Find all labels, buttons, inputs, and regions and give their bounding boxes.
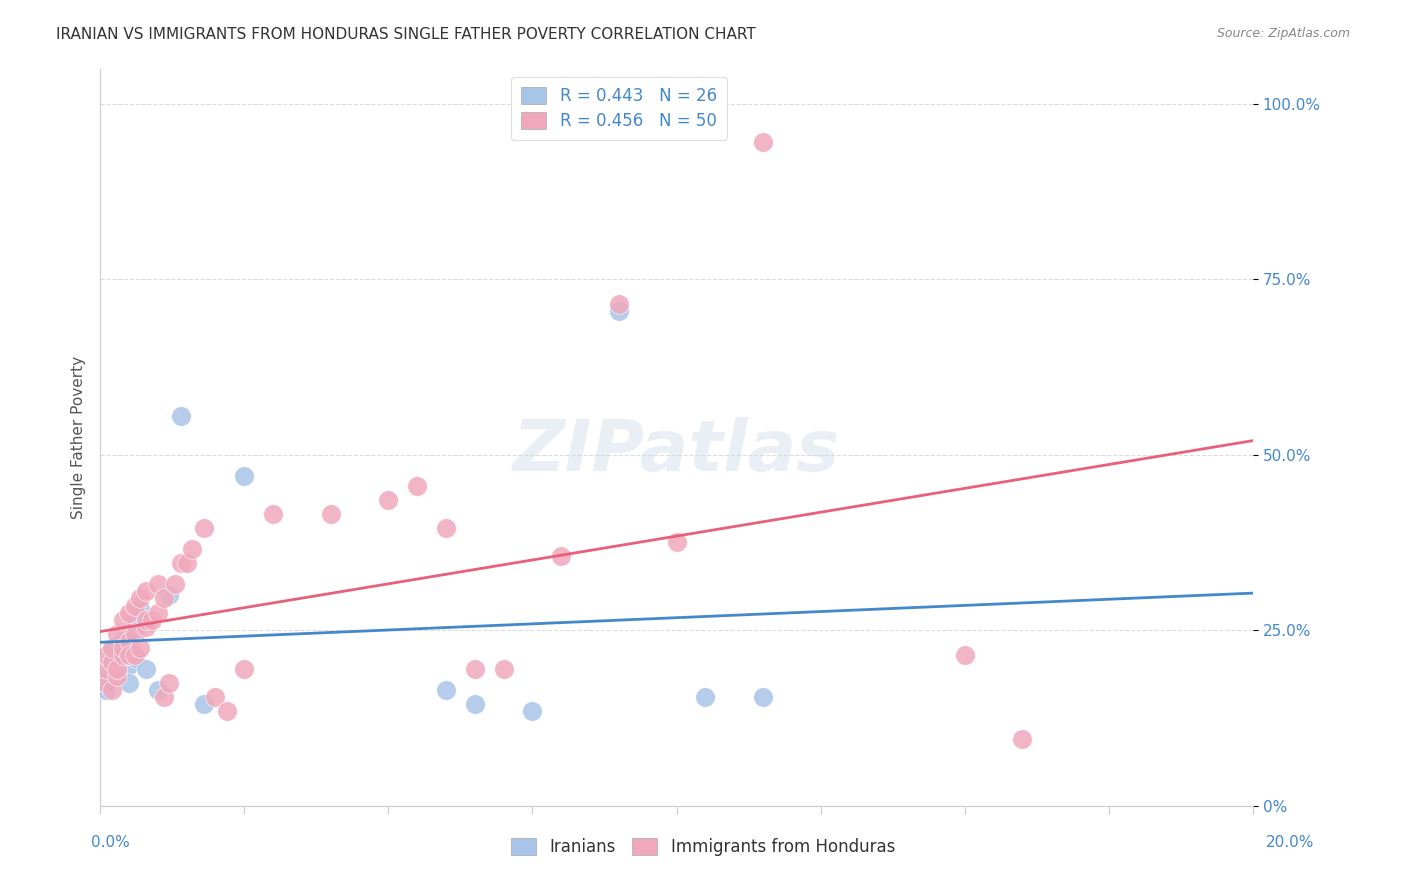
Legend: R = 0.443   N = 26, R = 0.456   N = 50: R = 0.443 N = 26, R = 0.456 N = 50 <box>512 77 727 140</box>
Point <box>953 648 976 662</box>
Point <box>129 640 152 655</box>
Point <box>107 651 129 665</box>
Point <box>176 557 198 571</box>
Legend: Iranians, Immigrants from Honduras: Iranians, Immigrants from Honduras <box>501 828 905 866</box>
Point <box>665 535 688 549</box>
Point <box>492 662 515 676</box>
Point <box>319 508 342 522</box>
Point <box>124 648 146 662</box>
Point <box>406 479 429 493</box>
Point <box>181 542 204 557</box>
Point <box>112 648 135 662</box>
Point <box>100 640 122 655</box>
Point <box>193 697 215 711</box>
Point <box>94 669 117 683</box>
Point <box>100 662 122 676</box>
Point <box>129 602 152 616</box>
Point <box>464 662 486 676</box>
Point <box>118 606 141 620</box>
Point <box>135 662 157 676</box>
Point <box>112 613 135 627</box>
Point <box>607 303 630 318</box>
Point <box>752 690 775 704</box>
Point <box>124 626 146 640</box>
Point <box>107 662 129 676</box>
Point <box>152 690 174 704</box>
Point <box>165 577 187 591</box>
Point <box>695 690 717 704</box>
Text: IRANIAN VS IMMIGRANTS FROM HONDURAS SINGLE FATHER POVERTY CORRELATION CHART: IRANIAN VS IMMIGRANTS FROM HONDURAS SING… <box>56 27 756 42</box>
Point <box>118 658 141 673</box>
Point <box>152 591 174 606</box>
Point <box>107 669 129 683</box>
Point <box>233 662 256 676</box>
Point <box>135 619 157 633</box>
Point <box>94 648 117 662</box>
Point <box>607 296 630 310</box>
Point <box>377 493 399 508</box>
Point <box>135 584 157 599</box>
Point <box>100 648 122 662</box>
Point <box>124 626 146 640</box>
Point <box>215 704 238 718</box>
Y-axis label: Single Father Poverty: Single Father Poverty <box>72 356 86 518</box>
Point <box>146 682 169 697</box>
Point <box>233 468 256 483</box>
Point <box>100 682 122 697</box>
Point <box>262 508 284 522</box>
Point <box>141 613 163 627</box>
Point <box>107 669 129 683</box>
Point <box>118 633 141 648</box>
Text: 0.0%: 0.0% <box>91 836 131 850</box>
Point <box>124 599 146 613</box>
Point <box>204 690 226 704</box>
Point <box>112 640 135 655</box>
Point <box>464 697 486 711</box>
Point <box>94 675 117 690</box>
Point <box>107 626 129 640</box>
Point <box>157 588 180 602</box>
Point <box>124 651 146 665</box>
Point <box>94 662 117 676</box>
Point <box>94 682 117 697</box>
Point <box>193 521 215 535</box>
Point <box>522 704 544 718</box>
Text: ZIPatlas: ZIPatlas <box>513 417 841 486</box>
Point <box>1011 731 1033 746</box>
Point <box>124 613 146 627</box>
Text: 20.0%: 20.0% <box>1267 836 1315 850</box>
Point <box>146 606 169 620</box>
Point <box>434 521 457 535</box>
Point <box>146 577 169 591</box>
Point <box>112 633 135 648</box>
Point <box>170 557 193 571</box>
Point <box>118 675 141 690</box>
Point <box>129 591 152 606</box>
Text: Source: ZipAtlas.com: Source: ZipAtlas.com <box>1216 27 1350 40</box>
Point <box>100 655 122 669</box>
Point <box>100 644 122 658</box>
Point <box>135 613 157 627</box>
Point <box>170 409 193 423</box>
Point <box>752 135 775 149</box>
Point <box>434 682 457 697</box>
Point <box>118 648 141 662</box>
Point <box>157 675 180 690</box>
Point <box>550 549 572 564</box>
